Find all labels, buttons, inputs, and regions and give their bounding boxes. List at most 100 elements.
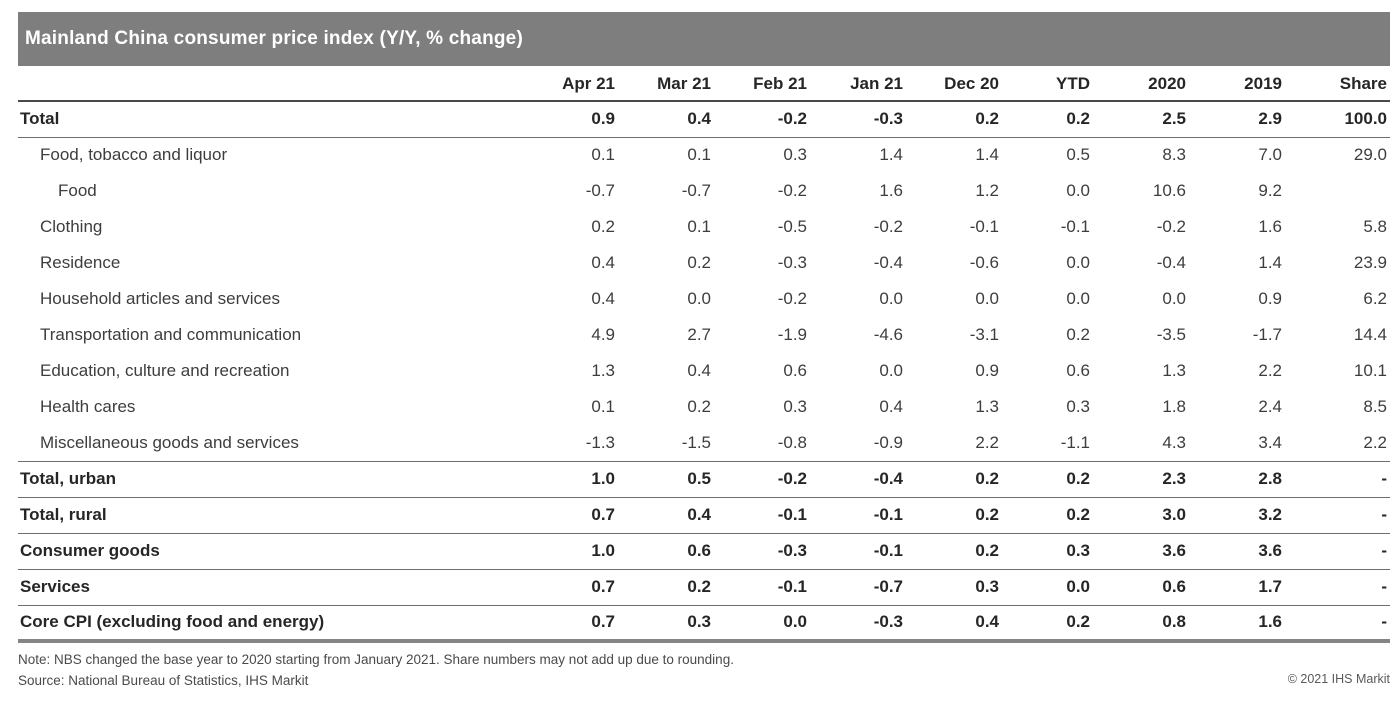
cell-value: 0.0 (783, 612, 807, 632)
cell-value: -0.1 (969, 217, 999, 236)
cell-value: 1.4 (879, 145, 903, 165)
cell-value: -0.6 (969, 253, 999, 272)
cell-value: 9.2 (1258, 181, 1282, 200)
cell-value: 0.0 (879, 289, 903, 308)
cell-value: 0.2 (687, 577, 711, 596)
cell-value: 0.3 (1066, 397, 1090, 416)
cell-value: -3.5 (1156, 325, 1186, 344)
cell-value: 100.0 (1344, 109, 1387, 129)
column-header: Feb 21 (753, 74, 807, 93)
cell-value: 0.7 (591, 505, 615, 524)
copyright: © 2021 IHS Markit (1287, 672, 1390, 687)
cell-value: 0.3 (783, 145, 807, 165)
cell-value: 0.6 (687, 541, 711, 560)
cell-value: 0.4 (975, 612, 999, 632)
table-row: Total, urban 1.0 0.5 -0.2 -0.4 0.2 0.2 2.3 2.8 - (18, 461, 1390, 497)
cell-value: 0.7 (591, 577, 615, 596)
cell-value: 0.3 (975, 577, 999, 596)
cell-value: 7.0 (1258, 145, 1282, 165)
cell-value: 0.2 (1066, 469, 1090, 488)
cell-value: 0.0 (687, 289, 711, 308)
cell-value: 0.0 (1066, 253, 1090, 272)
cell-value: 0.2 (1066, 612, 1090, 632)
cell-value: -4.6 (873, 325, 903, 344)
cell-value: 0.2 (1066, 109, 1090, 129)
cell-value: - (1381, 612, 1387, 632)
cell-value: -0.1 (1060, 217, 1090, 236)
cell-value: 0.5 (687, 469, 711, 488)
source-line: Source: National Bureau of Statistics, I… (18, 672, 309, 688)
table-row: Core CPI (excluding food and energy) 0.7 0… (18, 605, 1390, 641)
cell-value: 0.4 (687, 505, 711, 524)
cell-value: 1.8 (1162, 397, 1186, 416)
cell-value: 1.6 (1258, 217, 1282, 236)
cell-value: 0.9 (1258, 289, 1282, 308)
cell-value: 0.3 (1066, 541, 1090, 560)
cell-value: 10.1 (1353, 361, 1387, 380)
table-row: Total 0.9 0.4 -0.2 -0.3 0.2 0.2 2.5 2.9 100.0 (18, 101, 1390, 137)
cell-value: -0.1 (777, 577, 807, 596)
cell-value: -1.9 (777, 325, 807, 344)
row-label: Clothing (40, 217, 103, 236)
cell-value: 0.3 (783, 397, 807, 416)
cell-value: 1.6 (1258, 612, 1282, 632)
cell-value: - (1381, 541, 1387, 560)
cell-value: 0.1 (591, 145, 615, 165)
cell-value: -0.2 (1156, 217, 1186, 236)
cell-value: 0.1 (687, 145, 711, 165)
table-row: Total, rural 0.7 0.4 -0.1 -0.1 0.2 0.2 3.0 3.2 - (18, 497, 1390, 533)
cell-value: -0.2 (777, 469, 807, 488)
table-row: Miscellaneous goods and services -1.3 -1.5… (18, 425, 1390, 461)
row-label: Total, urban (20, 469, 117, 488)
cell-value: - (1381, 577, 1387, 596)
cell-value: 2.3 (1162, 469, 1186, 488)
cell-value: 0.8 (1162, 612, 1186, 632)
row-label: Services (20, 577, 90, 596)
cell-value: 0.4 (879, 397, 903, 416)
cell-value: 0.1 (687, 217, 711, 236)
column-header: Mar 21 (657, 74, 711, 93)
column-header: Jan 21 (850, 74, 903, 93)
table-row: Consumer goods 1.0 0.6 -0.3 -0.1 0.2 0.3 3.6 3.6… (18, 533, 1390, 569)
row-label: Total (20, 109, 60, 129)
cell-value (1285, 173, 1390, 209)
cell-value: -0.4 (873, 469, 903, 488)
cell-value: 0.6 (783, 361, 807, 380)
cpi-table: Apr 21 Mar 21 Feb 21 Jan 21 Dec 20 YTD 2020 201… (18, 66, 1390, 643)
cell-value: 0.4 (687, 109, 711, 129)
cell-value: 3.6 (1162, 541, 1186, 560)
cell-value: -0.4 (873, 253, 903, 272)
footnote: Note: NBS changed the base year to 2020 … (18, 652, 734, 667)
column-header: Share (1339, 74, 1387, 93)
column-header-row: Apr 21 Mar 21 Feb 21 Jan 21 Dec 20 YTD 2020 201… (18, 66, 1390, 101)
cell-value: 0.2 (975, 505, 999, 524)
cell-value: 0.2 (591, 217, 615, 236)
column-header: 2019 (1244, 74, 1282, 93)
cell-value: -0.1 (873, 505, 903, 524)
row-label: Consumer goods (20, 541, 160, 560)
cell-value: 2.5 (1162, 109, 1186, 129)
cell-value: 0.2 (975, 109, 999, 129)
row-label: Total, rural (20, 505, 107, 524)
cell-value: 1.3 (1162, 361, 1186, 380)
cell-value: -1.7 (1252, 325, 1282, 344)
cell-value: 0.1 (591, 397, 615, 416)
cell-value: -0.2 (777, 109, 807, 129)
cell-value: -0.7 (681, 181, 711, 200)
cell-value: 0.2 (975, 469, 999, 488)
cell-value: 0.9 (975, 361, 999, 380)
row-label: Core CPI (excluding food and energy) (20, 612, 325, 632)
cell-value: 0.2 (1066, 325, 1090, 344)
cell-value: 3.6 (1258, 541, 1282, 560)
column-header: Dec 20 (944, 74, 999, 93)
cell-value: 0.6 (1162, 577, 1186, 596)
cell-value: -0.5 (777, 217, 807, 236)
cell-value: - (1381, 505, 1387, 524)
row-label: Health cares (40, 397, 136, 416)
cell-value: 23.9 (1353, 253, 1387, 272)
cell-value: 1.4 (975, 145, 999, 165)
cell-value: -1.3 (585, 432, 615, 452)
cell-value: -0.2 (873, 217, 903, 236)
cell-value: 0.0 (975, 289, 999, 308)
